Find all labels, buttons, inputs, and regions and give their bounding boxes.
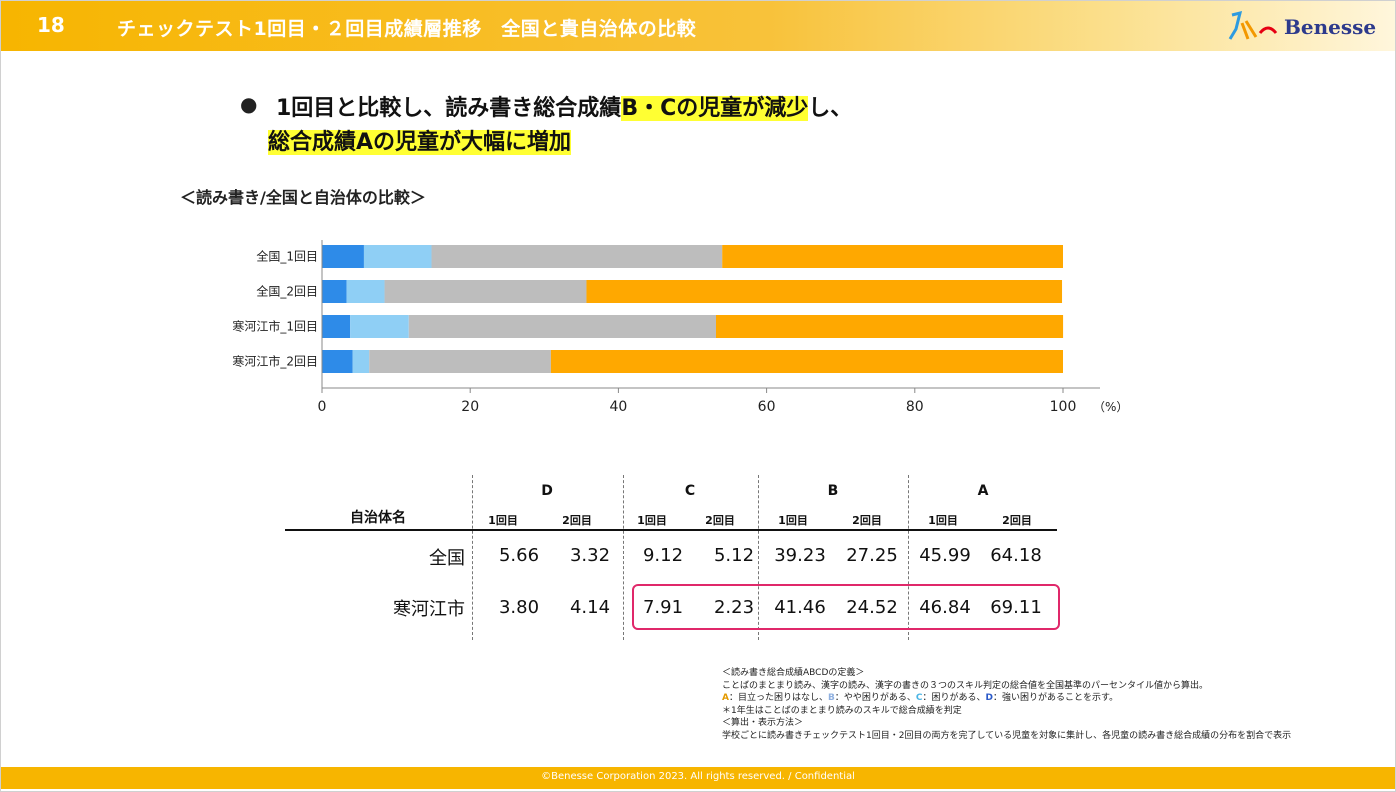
sub-header: 1回目 [488, 514, 518, 527]
highlight-box [632, 584, 1060, 630]
legend-a-text: ：目立った困りはなし、 [728, 693, 828, 703]
legend-d-label: D [985, 693, 993, 703]
x-tick-label: 80 [906, 399, 924, 415]
notes-line: ＜算出・表示方法＞ [722, 718, 804, 728]
x-tick-label: 60 [758, 399, 776, 415]
legend-a-label: A [722, 693, 729, 703]
chart-title: ＜読み書き/全国と自治体の比較＞ [180, 188, 426, 207]
bar-segment-b [384, 280, 587, 303]
legend-c-text: ：困りがある、 [922, 693, 986, 703]
bar-segment-d [322, 350, 353, 373]
headline-line2-highlight: 総合成績Aの児童が大幅に増加 [268, 130, 572, 155]
slide-number: 18 [37, 13, 65, 37]
table-cell: 4.14 [569, 597, 611, 618]
notes-line: ＜読み書き総合成績ABCDの定義＞ [722, 668, 865, 678]
legend-b-label: B [827, 693, 835, 703]
table-cell: 5.12 [713, 545, 755, 566]
headline-line1-post: し、 [808, 96, 853, 121]
header-bar: 18 チェックテスト1回目・２回目成績層推移 全国と貴自治体の比較 [1, 1, 1395, 51]
table-cell: 45.99 [919, 545, 971, 566]
sub-header: 1回目 [778, 514, 808, 527]
group-header-d: D [541, 483, 553, 499]
bar-segment-c [346, 280, 385, 303]
x-tick-label: 100 [1050, 399, 1077, 415]
table-header-rule [285, 529, 1057, 531]
bar-segment-d [322, 315, 351, 338]
bar-segment-c [363, 245, 432, 268]
table-cell: 27.25 [846, 545, 898, 566]
bullet-icon: ● [240, 92, 258, 116]
table-cell: 9.12 [642, 545, 684, 566]
category-label: 全国_2回目 [256, 284, 318, 299]
table-cell: 69.11 [990, 597, 1042, 618]
table-cell: 3.32 [569, 545, 611, 566]
legend-c-label: C [915, 693, 923, 703]
legend-d-text: ：強い困りがあることを示す。 [992, 693, 1119, 703]
category-label: 寒河江市_2回目 [232, 354, 318, 369]
sub-header: 2回目 [1002, 514, 1032, 527]
notes-line: 学校ごとに読み書きチェックテスト1回目・2回目の両方を完了している児童を対象に集… [722, 730, 1292, 741]
table-divider [908, 475, 909, 640]
sub-header: 1回目 [928, 514, 958, 527]
headline-line1-highlight: B・Cの児童が減少 [621, 96, 809, 121]
bar-segment-d [322, 245, 364, 268]
logo-mark-red [1258, 26, 1278, 34]
definition-notes: ＜読み書き総合成績ABCDの定義＞ ことばのまとまり読み、漢字の読み、漢字の書き… [722, 667, 1291, 742]
bar-segment-a [715, 315, 1064, 338]
group-header-c: C [684, 483, 696, 499]
logo-mark-orange [1240, 20, 1258, 40]
sub-header: 2回目 [562, 514, 592, 527]
group-header-b: B [827, 483, 839, 499]
x-tick-label: 40 [609, 399, 627, 415]
sub-header: 2回目 [852, 514, 882, 527]
bar-segment-a [550, 350, 1063, 373]
group-header-a: A [977, 483, 989, 499]
bar-segment-d [322, 280, 347, 303]
category-label: 寒河江市_1回目 [232, 319, 318, 334]
bar-segment-a [722, 245, 1063, 268]
table-cell: 5.66 [498, 545, 540, 566]
slide-title: チェックテスト1回目・２回目成績層推移 全国と貴自治体の比較 [117, 18, 697, 40]
table-divider [758, 475, 759, 640]
table-cell: 46.84 [919, 597, 971, 618]
notes-line: ＊1年生はことばのまとまり読みのスキルで総合成績を判定 [722, 705, 962, 716]
table-divider [623, 475, 624, 640]
logo-mark-blue [1228, 10, 1243, 40]
x-axis-unit-label: （%） [1093, 400, 1128, 414]
row-label-national: 全国 [429, 548, 465, 569]
bar-segment-b [431, 245, 723, 268]
headline-line1-pre: 1回目と比較し、読み書き総合成績 [276, 96, 622, 121]
bar-segment-c [352, 350, 370, 373]
table-cell: 7.91 [642, 597, 684, 618]
legend-b-text: ：やや困りがある、 [834, 693, 916, 703]
bar-segment-b [408, 315, 716, 338]
table-divider [472, 475, 473, 640]
logo-text: Benesse [1284, 15, 1377, 39]
x-tick-label: 20 [461, 399, 479, 415]
row-label-sagae: 寒河江市 [393, 599, 465, 620]
footer-bar: ©Benesse Corporation 2023. All rights re… [1, 767, 1395, 789]
table-cell: 39.23 [774, 545, 826, 566]
table-cell: 64.18 [990, 545, 1042, 566]
table-cell: 3.80 [498, 597, 540, 618]
notes-line: ことばのまとまり読み、漢字の読み、漢字の書きの３つのスキル判定の総合値を全国基準… [722, 680, 1209, 691]
table-cell: 2.23 [713, 597, 755, 618]
sub-header: 1回目 [637, 514, 667, 527]
copyright-text: ©Benesse Corporation 2023. All rights re… [541, 771, 855, 782]
headline: 1回目と比較し、読み書き総合成績B・Cの児童が減少し、 総合成績Aの児童が大幅に… [240, 92, 852, 160]
sub-header: 2回目 [705, 514, 735, 527]
benesse-logo [1228, 10, 1278, 40]
category-label: 全国_1回目 [256, 249, 318, 264]
notes-legend-line: A：目立った困りはなし、B：やや困りがある、C：困りがある、D：強い困りがあるこ… [722, 692, 1291, 705]
bar-segment-a [586, 280, 1063, 303]
table-row-header: 自治体名 [350, 510, 406, 526]
table-cell: 24.52 [846, 597, 898, 618]
bar-segment-b [369, 350, 551, 373]
table-cell: 41.46 [774, 597, 826, 618]
data-table: 自治体名 D C B A 1回目 2回目 1回目 2回目 1回目 2回目 1回目… [285, 475, 1060, 640]
bar-segment-c [350, 315, 409, 338]
x-tick-label: 0 [318, 399, 327, 415]
